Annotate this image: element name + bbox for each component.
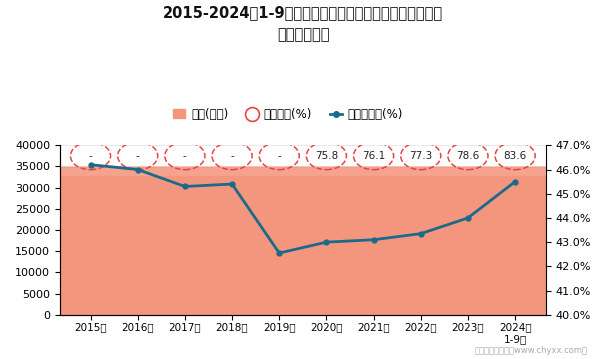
Circle shape (0, 306, 606, 314)
Circle shape (0, 299, 606, 314)
Text: 75.8: 75.8 (315, 151, 338, 161)
Circle shape (0, 298, 606, 314)
Circle shape (0, 223, 606, 240)
Circle shape (0, 167, 606, 184)
Circle shape (0, 256, 606, 265)
Circle shape (0, 305, 606, 314)
Circle shape (0, 238, 606, 247)
Circle shape (0, 236, 606, 250)
Circle shape (0, 204, 606, 217)
Text: -: - (136, 151, 139, 161)
Circle shape (0, 205, 606, 218)
Circle shape (0, 296, 606, 305)
Circle shape (0, 281, 606, 297)
Circle shape (0, 264, 606, 279)
Circle shape (0, 302, 606, 314)
Circle shape (0, 260, 606, 273)
Text: -: - (278, 151, 281, 161)
Circle shape (0, 214, 606, 229)
Circle shape (0, 233, 606, 245)
Circle shape (0, 286, 606, 295)
Circle shape (0, 263, 606, 273)
Circle shape (0, 295, 606, 304)
Circle shape (0, 243, 606, 252)
Circle shape (0, 180, 606, 195)
Circle shape (0, 266, 606, 275)
Circle shape (0, 267, 606, 276)
Text: 2015-2024年1-9月计算机、通信和其他电子设备制造业企: 2015-2024年1-9月计算机、通信和其他电子设备制造业企 (163, 5, 443, 20)
Circle shape (0, 241, 606, 258)
Circle shape (0, 246, 606, 255)
Circle shape (0, 265, 606, 280)
Circle shape (0, 187, 606, 202)
Circle shape (0, 232, 606, 242)
Circle shape (0, 211, 606, 227)
Text: -: - (230, 151, 234, 161)
Circle shape (0, 276, 606, 285)
Circle shape (0, 204, 606, 218)
Circle shape (0, 260, 606, 277)
Text: 77.3: 77.3 (409, 151, 433, 161)
Circle shape (0, 274, 606, 287)
Circle shape (0, 283, 606, 298)
Text: -: - (88, 151, 92, 161)
Circle shape (0, 231, 606, 246)
Text: 78.6: 78.6 (456, 151, 479, 161)
Circle shape (0, 293, 606, 300)
Circle shape (0, 194, 606, 210)
Circle shape (0, 219, 606, 234)
Text: -: - (183, 151, 187, 161)
Circle shape (0, 256, 606, 262)
Circle shape (0, 236, 606, 245)
Circle shape (0, 284, 606, 294)
Circle shape (0, 253, 606, 262)
Circle shape (0, 218, 606, 231)
Circle shape (0, 285, 606, 295)
Circle shape (0, 248, 606, 263)
Circle shape (0, 302, 606, 314)
Circle shape (0, 257, 606, 266)
Circle shape (0, 297, 606, 314)
Circle shape (0, 197, 606, 213)
Circle shape (0, 232, 606, 245)
Text: 制图：智研咨询（www.chyxx.com）: 制图：智研咨询（www.chyxx.com） (475, 346, 588, 355)
Circle shape (0, 229, 606, 244)
Circle shape (0, 279, 606, 295)
Circle shape (0, 300, 606, 307)
Circle shape (0, 308, 606, 314)
Circle shape (0, 274, 606, 283)
Circle shape (0, 305, 606, 314)
Circle shape (0, 260, 606, 272)
Circle shape (0, 298, 606, 314)
Circle shape (0, 276, 606, 285)
Circle shape (0, 281, 606, 297)
Circle shape (0, 263, 606, 270)
Circle shape (0, 248, 606, 257)
Circle shape (0, 246, 606, 262)
Circle shape (0, 288, 606, 300)
Text: 业负债统计图: 业负债统计图 (277, 27, 329, 42)
Circle shape (0, 177, 606, 192)
Circle shape (0, 204, 606, 222)
Circle shape (0, 271, 606, 278)
Text: 83.6: 83.6 (504, 151, 527, 161)
Legend: 负债(亿元), 产权比率(%), 资产负债率(%): 负债(亿元), 产权比率(%), 资产负债率(%) (168, 103, 408, 125)
Circle shape (0, 278, 606, 285)
Circle shape (0, 274, 606, 286)
Circle shape (0, 219, 606, 232)
Circle shape (0, 294, 606, 304)
Circle shape (0, 267, 606, 282)
Text: 76.1: 76.1 (362, 151, 385, 161)
Circle shape (0, 288, 606, 300)
Circle shape (0, 251, 606, 266)
Circle shape (0, 246, 606, 259)
Circle shape (0, 186, 606, 203)
Circle shape (0, 285, 606, 292)
Circle shape (0, 247, 606, 259)
